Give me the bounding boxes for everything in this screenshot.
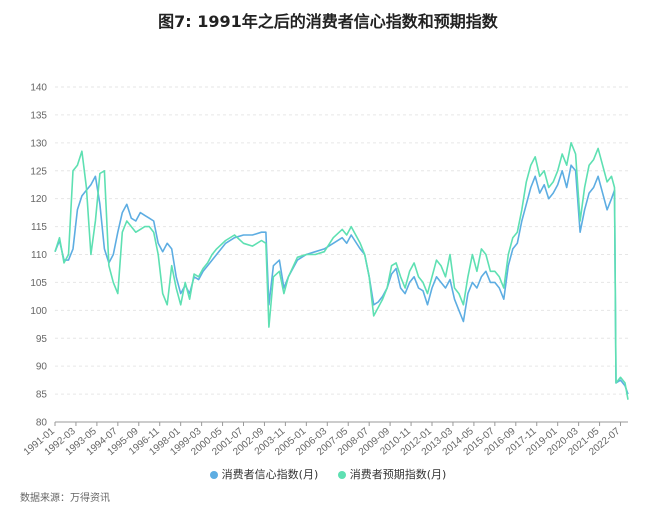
y-tick-label: 110 bbox=[31, 250, 47, 261]
legend-dot-confidence bbox=[209, 471, 218, 479]
legend-label-expectation: 消费者预期指数(月) bbox=[349, 468, 447, 481]
series-line-confidence[interactable] bbox=[54, 164, 629, 395]
legend-item-expectation[interactable]: 消费者预期指数(月) bbox=[337, 466, 447, 482]
legend-label-confidence: 消费者信心指数(月) bbox=[221, 468, 319, 481]
y-tick-label: 135 bbox=[30, 110, 47, 121]
legend-item-confidence[interactable]: 消费者信心指数(月) bbox=[209, 466, 319, 482]
legend: 消费者信心指数(月) 消费者预期指数(月) bbox=[0, 466, 656, 482]
grid bbox=[55, 86, 628, 423]
y-tick-label: 85 bbox=[36, 390, 48, 401]
legend-dot-expectation bbox=[337, 471, 346, 479]
y-axis: 80 85 90 95 100 105 110 115 120 125 130 135 140 bbox=[30, 83, 47, 429]
y-tick-label: 100 bbox=[30, 306, 47, 317]
y-tick-label: 120 bbox=[30, 194, 47, 205]
y-tick-label: 115 bbox=[31, 222, 47, 233]
y-tick-label: 140 bbox=[30, 83, 47, 94]
y-tick-label: 90 bbox=[36, 362, 48, 373]
y-tick-label: 95 bbox=[36, 334, 48, 345]
source-note: 数据来源：万得资讯 bbox=[20, 493, 110, 504]
y-tick-label: 125 bbox=[30, 166, 47, 177]
y-tick-label: 80 bbox=[36, 418, 48, 429]
y-tick-label: 105 bbox=[30, 278, 47, 289]
chart-title: 图7: 1991年之后的消费者信心指数和预期指数 bbox=[158, 12, 498, 31]
series-lines bbox=[54, 142, 629, 400]
x-axis: 1991-011992-031993-051994-071995-091996-… bbox=[22, 422, 623, 458]
y-tick-label: 130 bbox=[30, 138, 47, 149]
series-line-expectation[interactable] bbox=[54, 142, 629, 400]
